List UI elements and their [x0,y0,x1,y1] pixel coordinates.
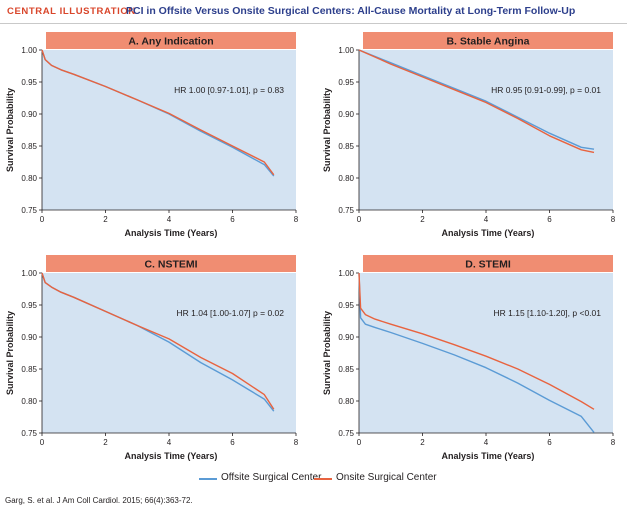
hazard-ratio-annotation: HR 1.04 [1.00-1.07] p = 0.02 [176,308,284,318]
chart-svg: A. Any Indication 0.75 0.80 0.85 0.90 0.95 1.0… [5,32,299,238]
panel-title: C. NSTEMI [144,259,197,271]
x-tick-label: 4 [167,215,172,224]
chart-svg: C. NSTEMI 0.75 0.80 0.85 0.90 0.95 1.00 0 2 4 6 8 An… [5,255,299,461]
y-tick-label: 0.85 [338,142,354,151]
y-tick-label: 0.95 [338,78,354,87]
central-illustration-header: CENTRAL ILLUSTRATION PCI in Offsite Vers… [0,0,627,24]
legend-label-onsite: Onsite Surgical Center [336,472,437,483]
panel-title-bar [46,32,296,49]
series-line-onsite [358,272,595,410]
y-tick-label: 1.00 [338,46,354,55]
panel-any-indication: A. Any Indication 0.75 0.80 0.85 0.90 0.95 1.0… [4,30,304,245]
y-tick-label: 0.80 [21,397,37,406]
x-tick-label: 0 [357,215,362,224]
series-line-offsite [358,49,595,150]
x-tick-label: 8 [294,438,299,447]
y-tick-label: 0.75 [21,429,37,438]
x-tick-label: 6 [547,215,552,224]
y-axis-label: Survival Probability [322,311,332,395]
legend-label-offsite: Offsite Surgical Center [221,472,322,483]
panel-title-bar [46,255,296,272]
y-axis-label: Survival Probability [322,88,332,172]
y-tick-label: 0.75 [338,206,354,215]
x-tick-label: 2 [103,215,108,224]
y-axis-label: Survival Probability [5,311,15,395]
y-tick-label: 0.80 [338,397,354,406]
chart-svg: B. Stable Angina 0.75 0.80 0.85 0.90 0.95 1.00… [322,32,616,238]
x-tick-label: 0 [40,438,45,447]
x-axis-label: Analysis Time (Years) [442,451,535,461]
plot-area [42,50,296,210]
panel-title: D. STEMI [465,259,511,271]
plot-area [359,50,613,210]
x-tick-label: 2 [103,438,108,447]
y-tick-label: 0.90 [338,110,354,119]
plot-area [42,273,296,433]
y-tick-label: 1.00 [338,269,354,278]
series-line-onsite [358,49,595,154]
x-tick-label: 2 [420,438,425,447]
x-tick-label: 4 [167,438,172,447]
series-line-onsite [41,49,275,176]
chart-svg: D. STEMI 0.75 0.80 0.85 0.90 0.95 1.00 0 2 4 6 8 Ana… [322,255,616,461]
x-tick-label: 0 [357,438,362,447]
y-tick-label: 0.80 [338,174,354,183]
y-tick-label: 0.90 [338,333,354,342]
x-tick-label: 8 [611,215,616,224]
y-tick-label: 0.75 [338,429,354,438]
y-tick-label: 0.85 [21,365,37,374]
x-tick-label: 6 [230,438,235,447]
panel-title-bar [363,32,613,49]
series-line-onsite [41,272,275,410]
x-tick-label: 8 [294,215,299,224]
x-tick-label: 0 [40,215,45,224]
x-tick-label: 4 [484,215,489,224]
panel-title: B. Stable Angina [446,36,529,48]
y-tick-label: 0.85 [338,365,354,374]
y-tick-label: 1.00 [21,46,37,55]
y-tick-label: 0.80 [21,174,37,183]
x-axis-label: Analysis Time (Years) [125,451,218,461]
y-tick-label: 0.75 [21,206,37,215]
legend-swatch-onsite [314,478,332,480]
series-line-offsite [358,272,595,433]
x-tick-label: 6 [230,215,235,224]
central-illustration-tag: CENTRAL ILLUSTRATION [7,6,136,17]
y-tick-label: 0.85 [21,142,37,151]
citation: Garg, S. et al. J Am Coll Cardiol. 2015;… [5,496,193,505]
x-axis-label: Analysis Time (Years) [125,228,218,238]
hazard-ratio-annotation: HR 0.95 [0.91-0.99], p = 0.01 [491,85,601,95]
x-tick-label: 2 [420,215,425,224]
y-tick-label: 0.95 [21,301,37,310]
panel-stemi: D. STEMI 0.75 0.80 0.85 0.90 0.95 1.00 0 2 4 6 8 Ana… [321,253,621,468]
legend-swatch-offsite [199,478,217,480]
panel-title: A. Any Indication [128,36,213,48]
x-tick-label: 8 [611,438,616,447]
panel-nstemi: C. NSTEMI 0.75 0.80 0.85 0.90 0.95 1.00 0 2 4 6 8 An… [4,253,304,468]
panel-stable-angina: B. Stable Angina 0.75 0.80 0.85 0.90 0.95 1.00… [321,30,621,245]
y-tick-label: 0.95 [21,78,37,87]
hazard-ratio-annotation: HR 1.15 [1.10-1.20], p <0.01 [493,308,601,318]
plot-area [359,273,613,433]
x-axis-label: Analysis Time (Years) [442,228,535,238]
panel-title-bar [363,255,613,272]
x-tick-label: 6 [547,438,552,447]
y-tick-label: 0.90 [21,333,37,342]
y-axis-label: Survival Probability [5,88,15,172]
y-tick-label: 1.00 [21,269,37,278]
figure-title: PCI in Offsite Versus Onsite Surgical Ce… [126,5,576,17]
hazard-ratio-annotation: HR 1.00 [0.97-1.01], p = 0.83 [174,85,284,95]
y-tick-label: 0.95 [338,301,354,310]
x-tick-label: 4 [484,438,489,447]
y-tick-label: 0.90 [21,110,37,119]
